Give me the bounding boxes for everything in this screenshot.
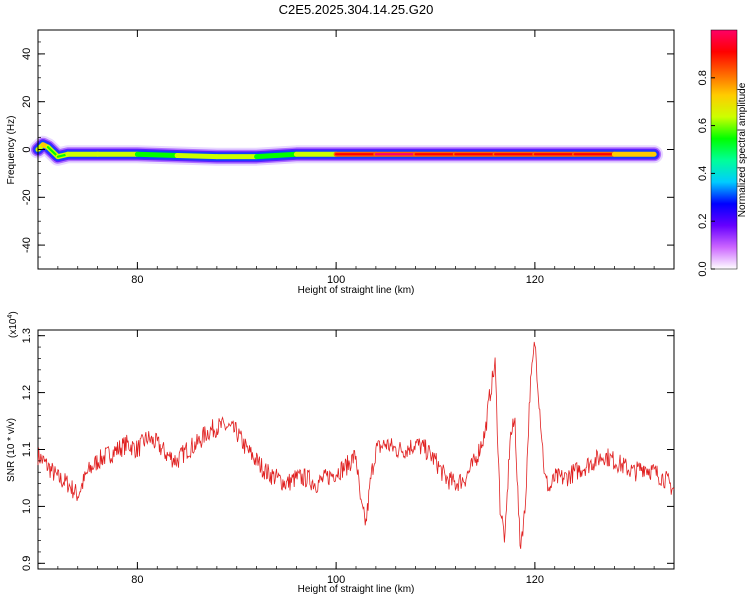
snr-xlabel: Height of straight line (km) xyxy=(298,584,415,595)
y-tick-label: 1.0 xyxy=(21,499,33,514)
y-tick-label: 40 xyxy=(21,48,33,60)
colorbar-gradient xyxy=(710,29,738,270)
figure-title: C2E5.2025.304.14.25.G20 xyxy=(279,2,434,17)
snr-ticks: 80 100 120 1.3 1.2 1.1 1.0 0.9 xyxy=(21,328,675,586)
colorbar-label: Normalized spectral amplitude xyxy=(737,82,748,217)
x-tick-label: 120 xyxy=(526,574,544,586)
colorbar: 0.0 0.2 0.4 0.6 0.8 Normalized spectral ampl… xyxy=(697,29,748,277)
spectral-band xyxy=(29,135,664,166)
x-tick-label: 80 xyxy=(131,574,143,586)
y-tick-label: -20 xyxy=(21,189,33,205)
y-tick-label: 0.9 xyxy=(21,556,33,571)
colorbar-tick-label: 0.8 xyxy=(697,70,709,85)
y-tick-label: 1.1 xyxy=(21,442,33,457)
y-tick-label: 1.3 xyxy=(21,328,33,343)
snr-series-line xyxy=(37,341,675,549)
x-tick-label: 80 xyxy=(131,274,143,286)
spectrogram-ylabel: Frequency (Hz) xyxy=(6,116,17,185)
colorbar-ticks: 0.0 0.2 0.4 0.6 0.8 xyxy=(697,70,715,277)
colorbar-tick-label: 0.2 xyxy=(697,214,709,229)
band-core xyxy=(136,153,179,157)
snr-panel: 80 100 120 1.3 1.2 1.1 1.0 0.9 Height of straig… xyxy=(6,311,675,595)
spectrogram-xlabel: Height of straight line (km) xyxy=(298,285,415,296)
snr-exponent-label: (x104) xyxy=(7,311,19,338)
snr-frame xyxy=(37,329,675,570)
snr-ylabel: SNR (10 * v/v) xyxy=(6,418,17,482)
colorbar-tick-label: 0.6 xyxy=(697,118,709,133)
spectrogram-ticks: 80 100 120 40 20 0 -20 -40 xyxy=(21,29,675,286)
y-tick-label: 0 xyxy=(21,146,33,152)
y-tick-label: -40 xyxy=(21,237,33,253)
x-tick-label: 100 xyxy=(327,274,345,286)
colorbar-tick-label: 0.4 xyxy=(697,166,709,181)
x-tick-label: 100 xyxy=(327,574,345,586)
band-core xyxy=(255,153,298,158)
band-core xyxy=(176,154,218,158)
colorbar-tick-label: 0.0 xyxy=(697,261,709,276)
x-tick-label: 120 xyxy=(526,274,544,286)
y-tick-label: 20 xyxy=(21,96,33,108)
spectrogram-panel: 80 100 120 40 20 0 -20 -40 Height of straight l… xyxy=(6,29,675,296)
y-tick-label: 1.2 xyxy=(21,385,33,400)
